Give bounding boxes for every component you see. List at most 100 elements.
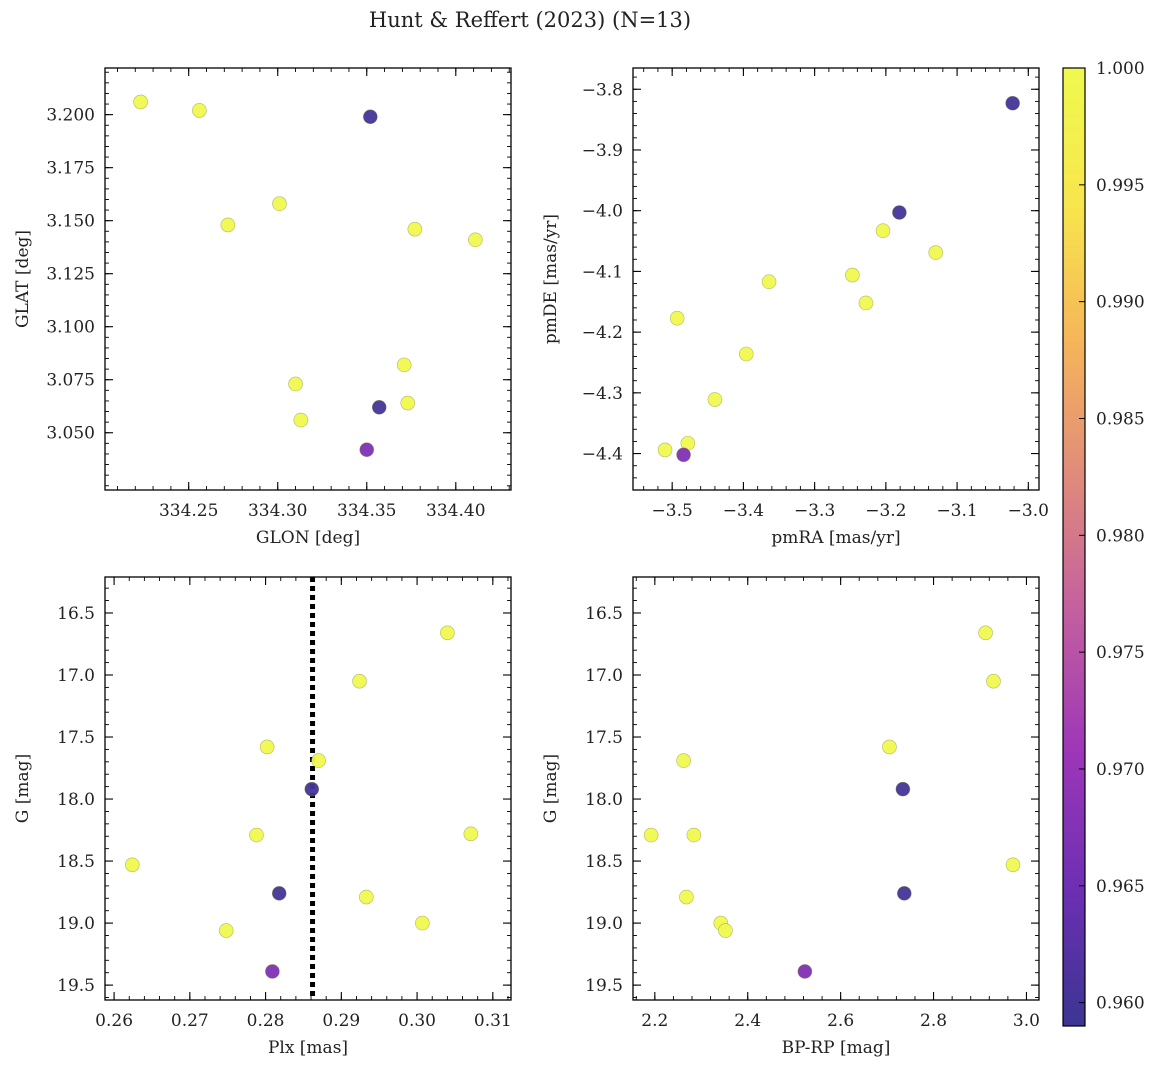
- y-tick-label: 19.0: [585, 914, 623, 934]
- data-point: [676, 447, 691, 463]
- x-axis-label: pmRA [mas/yr]: [771, 528, 900, 548]
- data-point: [265, 964, 280, 979]
- x-tick-label: −3.0: [1008, 501, 1049, 521]
- data-point: [892, 205, 907, 220]
- x-tick-label: 2.6: [827, 1011, 854, 1031]
- y-tick-label: 18.0: [57, 790, 95, 810]
- y-tick-label: 18.5: [57, 852, 95, 872]
- y-tick-label: 3.125: [46, 265, 95, 285]
- x-tick-label: 0.29: [322, 1011, 360, 1031]
- y-tick-label: 19.5: [57, 976, 95, 996]
- panel-1: 334.25 334.30 334.35 334.40 3.050 3.075 3.100 3…: [13, 67, 512, 548]
- x-tick-label: 334.30: [248, 501, 307, 521]
- colorbar-tick-label: 0.965: [1096, 877, 1145, 897]
- colorbar-tick-label: 0.990: [1096, 293, 1145, 313]
- axes-frame: [632, 576, 1040, 1001]
- x-tick-label: 2.8: [920, 1011, 947, 1031]
- data-point: [643, 827, 659, 843]
- data-point: [797, 964, 813, 979]
- data-point: [707, 392, 723, 407]
- y-tick-label: 3.050: [46, 424, 95, 444]
- x-tick-label: 0.28: [247, 1011, 285, 1031]
- data-point: [259, 739, 275, 755]
- colorbar-tick-label: 0.985: [1096, 409, 1145, 429]
- y-tick-label: 16.5: [585, 604, 623, 624]
- x-tick-label: 2.2: [641, 1011, 668, 1031]
- data-point: [928, 245, 944, 260]
- x-axis-label: BP-RP [mag]: [782, 1038, 891, 1058]
- y-tick-label: −3.8: [582, 80, 623, 100]
- y-tick-label: −4.0: [582, 202, 623, 222]
- data-point: [468, 232, 483, 248]
- x-tick-label: −3.3: [794, 501, 835, 521]
- x-tick-label: −3.5: [652, 501, 693, 521]
- y-tick-label: 17.5: [585, 728, 623, 748]
- data-point: [293, 412, 309, 428]
- data-point: [272, 196, 287, 212]
- x-tick-label: −3.1: [936, 501, 977, 521]
- x-axis-label: Plx [mas]: [268, 1038, 348, 1058]
- data-point: [978, 625, 993, 641]
- data-point: [896, 886, 912, 901]
- data-point: [271, 886, 287, 901]
- x-tick-label: −3.2: [865, 501, 906, 521]
- y-axis-label: GLAT [deg]: [13, 230, 33, 328]
- x-tick-label: −3.4: [723, 501, 764, 521]
- x-tick-label: 0.30: [398, 1011, 436, 1031]
- y-tick-label: −4.1: [582, 262, 623, 282]
- colorbar: 0.960 0.965 0.970 0.975 0.980 0.985 0.990 0.995…: [1062, 59, 1145, 1027]
- data-point: [669, 310, 685, 326]
- y-tick-label: 17.0: [585, 666, 623, 686]
- panel-2: −3.5 −3.4 −3.3 −3.2 −3.1 −3.0 −4.4 −4.3 −4.2 −4.1…: [541, 67, 1049, 548]
- x-tick-label: 3.0: [1013, 1011, 1040, 1031]
- colorbar-tick-label: 0.960: [1096, 994, 1145, 1014]
- data-point: [657, 442, 673, 458]
- y-tick-label: 3.200: [46, 106, 95, 126]
- data-point: [359, 442, 375, 458]
- panel-4: 2.2 2.4 2.6 2.8 3.0 16.5 17.0 17.5 18.0 18.5 19.0 1…: [541, 576, 1040, 1058]
- y-tick-label: −4.2: [582, 323, 623, 343]
- y-tick-label: 16.5: [57, 604, 95, 624]
- y-tick-label: 17.0: [57, 666, 95, 686]
- y-tick-label: 18.5: [585, 852, 623, 872]
- x-axis-label: GLON [deg]: [256, 528, 360, 548]
- data-point: [288, 376, 303, 392]
- data-point: [133, 94, 148, 110]
- x-tick-label: 334.25: [159, 501, 218, 521]
- data-point: [400, 395, 416, 411]
- data-point: [218, 923, 234, 938]
- x-tick-label: 334.40: [426, 501, 485, 521]
- data-point: [124, 857, 140, 873]
- x-tick-label: 2.4: [734, 1011, 761, 1031]
- data-point: [738, 346, 754, 362]
- axes-frame: [104, 67, 512, 491]
- y-tick-label: 19.5: [585, 976, 623, 996]
- data-point: [882, 739, 897, 755]
- data-point: [718, 923, 733, 938]
- data-point: [463, 826, 479, 842]
- data-point: [304, 781, 320, 797]
- colorbar-gradient: [1062, 67, 1086, 1027]
- data-point: [192, 103, 207, 118]
- data-point: [761, 274, 777, 290]
- y-tick-label: −4.3: [582, 384, 623, 404]
- y-tick-label: −4.4: [582, 445, 623, 465]
- data-point: [1005, 857, 1021, 873]
- data-point: [895, 781, 911, 797]
- y-tick-label: 17.5: [57, 728, 95, 748]
- data-point: [311, 753, 326, 768]
- x-tick-label: 0.26: [95, 1011, 133, 1031]
- colorbar-tick-label: 0.970: [1096, 760, 1145, 780]
- data-point: [686, 827, 702, 843]
- y-tick-label: 3.100: [46, 318, 95, 338]
- y-axis-label: G [mag]: [13, 754, 33, 823]
- y-tick-label: −3.9: [582, 141, 623, 161]
- data-point: [396, 357, 412, 373]
- y-tick-label: 3.150: [46, 212, 95, 232]
- data-point: [845, 267, 860, 283]
- y-tick-label: 19.0: [57, 914, 95, 934]
- y-axis-label: pmDE [mas/yr]: [541, 214, 561, 344]
- colorbar-tick-label: 0.975: [1096, 643, 1145, 663]
- data-point: [371, 399, 387, 415]
- data-point: [440, 625, 455, 641]
